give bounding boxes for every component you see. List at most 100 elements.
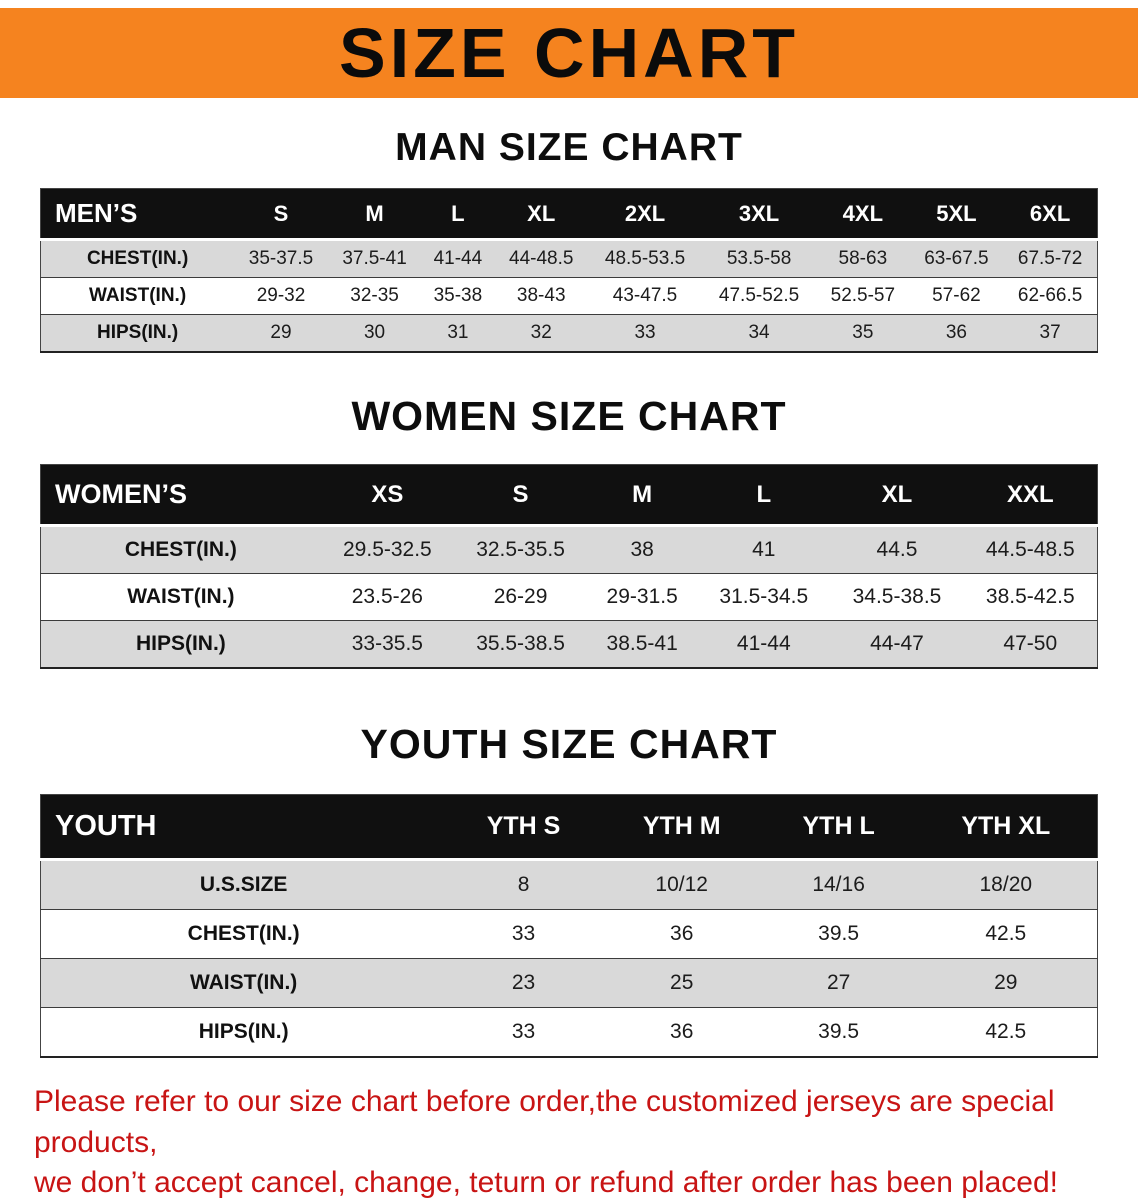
table-cell: 26-29	[493, 585, 548, 608]
table-cell: 32	[530, 322, 552, 343]
table-cell: 44-47	[870, 632, 924, 655]
women-section-heading: WOMEN SIZE CHART	[351, 393, 787, 439]
women-corner-label: WOMEN’S	[55, 479, 187, 509]
table-cell: 39.5	[818, 1020, 860, 1043]
table-cell: 38.5-41	[606, 632, 678, 655]
table-cell: 33	[511, 922, 536, 945]
table-cell: 31	[447, 322, 469, 343]
youth-size-table: YOUTH YTH S YTH M YTH L YTH XL U.S.SIZE …	[40, 794, 1098, 1058]
table-cell: 42.5	[985, 922, 1027, 945]
row-label: WAIST(IN.)	[189, 971, 298, 994]
men-col-header: M	[365, 200, 384, 226]
table-cell: 34.5-38.5	[852, 585, 942, 608]
size-chart-banner: SIZE CHART	[0, 8, 1138, 98]
table-cell: 35.5-38.5	[476, 632, 565, 655]
table-cell: 29-31.5	[606, 585, 678, 608]
men-row-hips: HIPS(IN.) 29 30 31 32 33 34 35 36 37	[40, 314, 1098, 352]
table-cell: 48.5-53.5	[604, 248, 686, 269]
table-cell: 38.5-42.5	[985, 585, 1075, 608]
women-size-table: WOMEN’S XS S M L XL XXL CHEST(IN.) 29.5-…	[40, 464, 1098, 669]
women-col-header: XS	[371, 480, 404, 508]
men-col-header: S	[273, 200, 289, 226]
row-label: WAIST(IN.)	[89, 285, 187, 306]
table-cell: 41	[752, 538, 776, 561]
women-col-header: L	[756, 480, 772, 508]
youth-row-ussize: U.S.SIZE 8 10/12 14/16 18/20	[40, 859, 1098, 910]
table-cell: 44.5	[876, 538, 918, 561]
table-cell: 33	[634, 322, 656, 343]
table-cell: 39.5	[818, 922, 860, 945]
men-corner-label: MEN’S	[55, 198, 138, 228]
women-col-header: S	[512, 480, 529, 508]
table-cell: 34	[748, 322, 770, 343]
women-row-hips: HIPS(IN.) 33-35.5 35.5-38.5 38.5-41 41-4…	[40, 620, 1098, 668]
table-cell: 53.5-58	[726, 248, 792, 269]
table-cell: 44-48.5	[509, 248, 574, 269]
women-header-row: WOMEN’S XS S M L XL XXL	[40, 464, 1098, 526]
row-label: CHEST(IN.)	[124, 538, 237, 561]
table-cell: 43-47.5	[612, 285, 678, 306]
table-cell: 44.5-48.5	[985, 538, 1075, 561]
table-cell: 63-67.5	[924, 248, 989, 269]
men-col-header: 3XL	[738, 200, 780, 226]
youth-row-waist: WAIST(IN.) 23 25 27 29	[40, 958, 1098, 1008]
footer-notice-line1: Please refer to our size chart before or…	[34, 1085, 1055, 1159]
youth-col-header: YTH L	[802, 812, 875, 840]
table-cell: 57-62	[932, 285, 981, 306]
youth-section-heading: YOUTH SIZE CHART	[360, 721, 778, 767]
youth-row-hips: HIPS(IN.) 33 36 39.5 42.5	[40, 1007, 1098, 1057]
men-col-header: 2XL	[624, 200, 666, 226]
table-cell: 35-38	[433, 285, 483, 306]
men-row-chest: CHEST(IN.) 35-37.5 37.5-41 41-44 44-48.5…	[40, 239, 1098, 278]
youth-row-chest: CHEST(IN.) 33 36 39.5 42.5	[40, 909, 1098, 959]
table-cell: 36	[670, 1020, 694, 1043]
table-cell: 29-32	[256, 285, 306, 306]
table-cell: 29	[994, 971, 1018, 994]
table-cell: 35	[852, 322, 874, 343]
row-label: U.S.SIZE	[199, 873, 288, 896]
table-cell: 67.5-72	[1017, 248, 1083, 269]
women-col-header: M	[632, 480, 653, 508]
men-col-header: 5XL	[936, 200, 977, 226]
youth-corner-label: YOUTH	[55, 810, 157, 842]
youth-col-header: YTH XL	[961, 812, 1051, 840]
table-cell: 31.5-34.5	[719, 585, 809, 608]
banner-title: SIZE CHART	[339, 14, 799, 92]
row-label: CHEST(IN.)	[187, 922, 300, 945]
men-size-table: MEN’S S M L XL 2XL 3XL 4XL 5XL 6XL CHEST…	[40, 188, 1098, 353]
table-cell: 37	[1039, 322, 1061, 343]
table-cell: 14/16	[812, 873, 865, 896]
men-header-row: MEN’S S M L XL 2XL 3XL 4XL 5XL 6XL	[40, 188, 1098, 240]
footer-notice-line2: we don’t accept cancel, change, teturn o…	[34, 1166, 1058, 1199]
table-cell: 42.5	[985, 1020, 1027, 1043]
row-label: HIPS(IN.)	[96, 322, 179, 343]
men-row-waist: WAIST(IN.) 29-32 32-35 35-38 38-43 43-47…	[40, 277, 1098, 315]
footer-notice: Please refer to our size chart before or…	[34, 1082, 1104, 1204]
table-cell: 47-50	[1003, 632, 1058, 655]
table-cell: 41-44	[736, 632, 791, 655]
table-cell: 32.5-35.5	[476, 538, 565, 561]
men-col-header: L	[451, 200, 465, 226]
table-cell: 47.5-52.5	[718, 285, 800, 306]
women-col-header: XL	[881, 480, 913, 508]
table-cell: 32-35	[350, 285, 399, 306]
youth-col-header: YTH S	[486, 812, 561, 840]
table-cell: 62-66.5	[1017, 285, 1083, 306]
table-cell: 10/12	[655, 873, 708, 896]
table-cell: 30	[363, 322, 386, 343]
table-cell: 8	[517, 873, 530, 896]
table-cell: 29.5-32.5	[343, 538, 432, 561]
row-label: HIPS(IN.)	[135, 632, 226, 655]
table-cell: 38	[630, 538, 654, 561]
youth-col-header: YTH M	[642, 812, 721, 840]
men-col-header: 6XL	[1029, 200, 1071, 226]
table-cell: 36	[945, 322, 967, 343]
row-label: WAIST(IN.)	[127, 585, 235, 608]
table-cell: 23.5-26	[351, 585, 423, 608]
table-cell: 52.5-57	[830, 285, 896, 306]
table-cell: 33	[511, 1020, 536, 1043]
women-row-waist: WAIST(IN.) 23.5-26 26-29 29-31.5 31.5-34…	[40, 573, 1098, 621]
men-col-header: 4XL	[842, 200, 884, 226]
table-cell: 18/20	[979, 873, 1033, 896]
table-cell: 35-37.5	[248, 248, 314, 269]
